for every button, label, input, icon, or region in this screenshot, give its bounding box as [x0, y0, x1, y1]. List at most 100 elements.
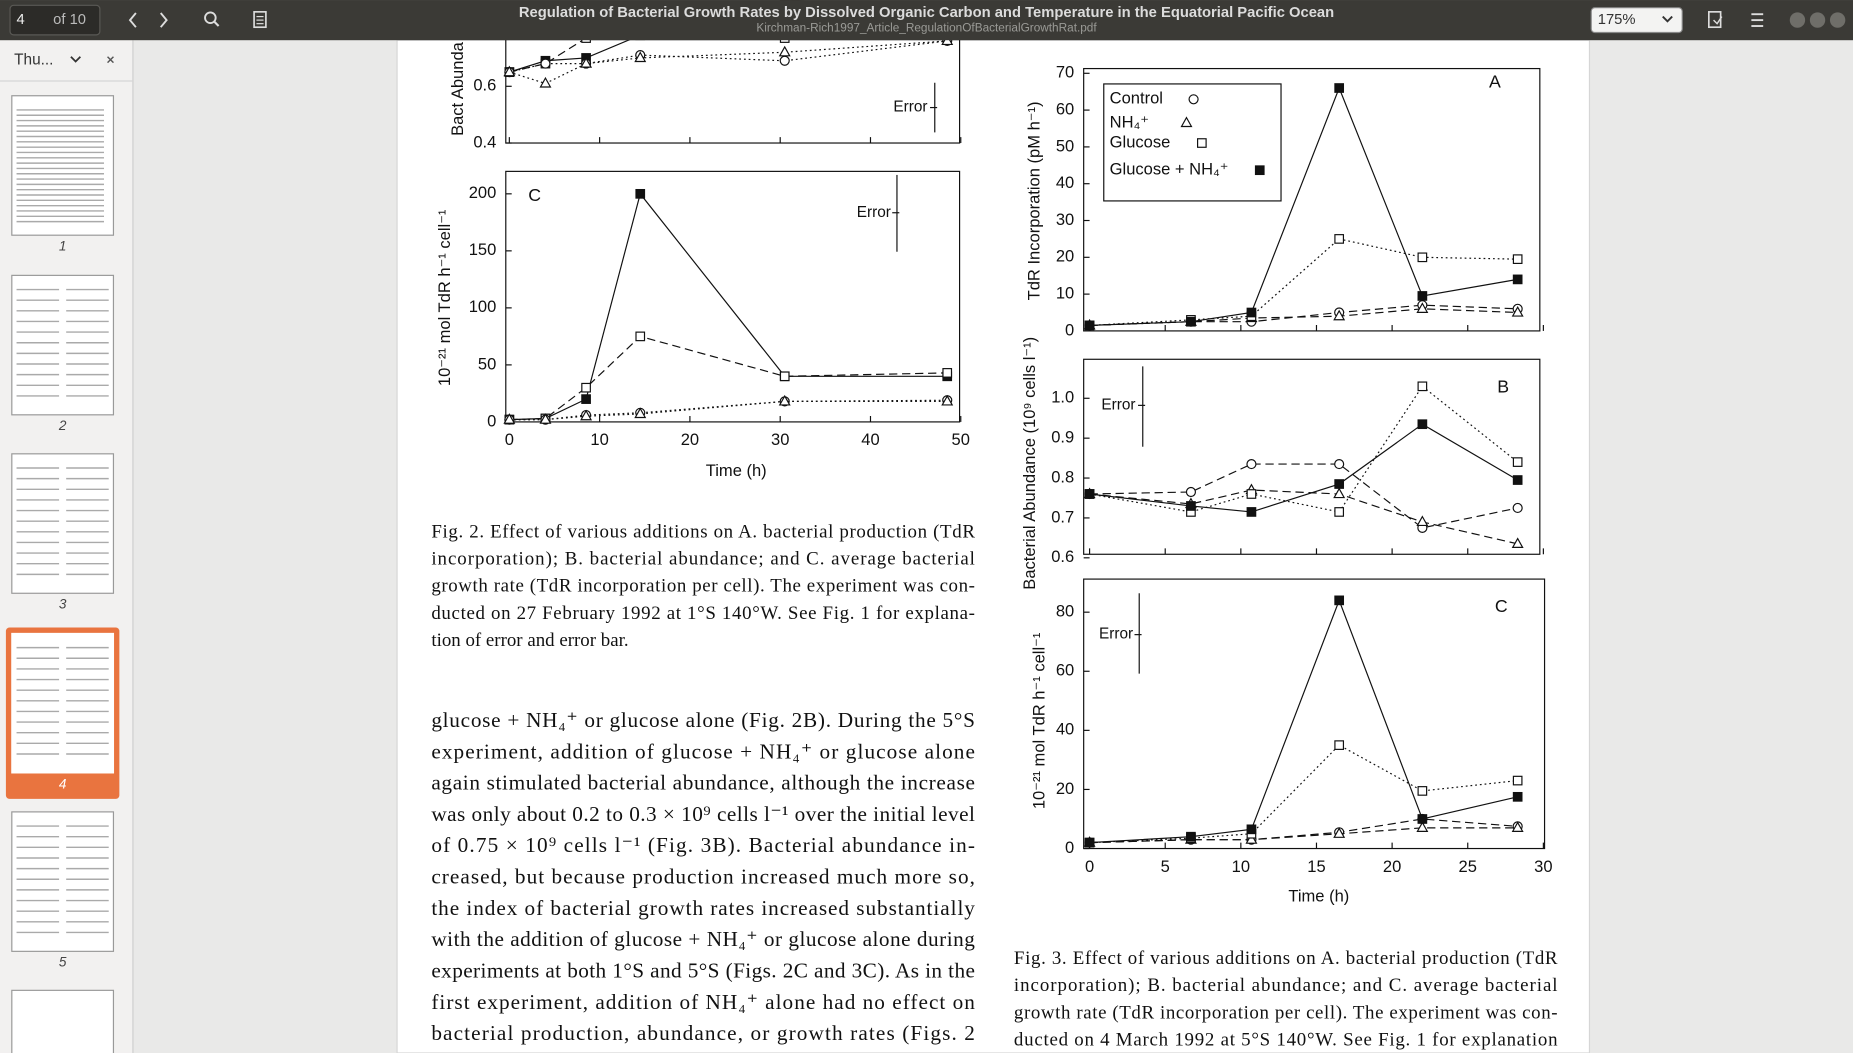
panel-label: C — [528, 185, 541, 205]
thumbnail[interactable] — [11, 989, 115, 1053]
y-tick-label: 80 — [1056, 602, 1074, 621]
series-line — [1089, 86, 1518, 326]
data-point — [635, 188, 646, 199]
series-line — [509, 335, 948, 421]
y-tick-label: 40 — [1056, 720, 1074, 739]
sidebar-mode-chevron[interactable] — [70, 56, 81, 63]
series-line — [1089, 423, 1518, 513]
data-point — [1334, 459, 1345, 470]
thumbnail[interactable] — [11, 95, 115, 236]
data-point — [1511, 821, 1524, 832]
series-line — [1089, 489, 1518, 545]
text-line: of 0.75 × 10⁹ cells l⁻¹ (Fig. 3B). Bacte… — [431, 833, 975, 857]
sidebar-mode[interactable]: Thu... — [14, 51, 53, 68]
data-point — [1334, 507, 1345, 517]
data-point — [1186, 501, 1196, 511]
data-point — [1416, 821, 1429, 832]
page-input-box[interactable] — [9, 4, 101, 36]
data-point — [1333, 487, 1346, 499]
zoom-chevron[interactable] — [1662, 15, 1673, 23]
data-point — [942, 368, 953, 378]
data-point — [1512, 254, 1523, 264]
previous-page-button[interactable] — [128, 12, 137, 28]
x-tick-label: 10 — [1232, 857, 1250, 876]
maximize-button[interactable] — [1809, 12, 1826, 28]
data-point — [1246, 307, 1257, 318]
close-button[interactable] — [1829, 12, 1846, 28]
chart-panel: 0 20 40 60 80 0 5 10 15 20 25 30 10⁻²¹ mol TdR h⁻¹ c… — [1029, 578, 1553, 876]
menu-button[interactable] — [1751, 13, 1764, 27]
thumbnail[interactable] — [11, 274, 115, 416]
x-tick-label: 25 — [1459, 857, 1477, 876]
x-tick-label: 10 — [590, 430, 608, 449]
next-page-button[interactable] — [159, 12, 168, 28]
y-axis-label: Bacterial Abundance (10⁹ cells l⁻¹) — [1020, 337, 1039, 590]
x-tick-label: 15 — [1307, 857, 1325, 876]
thumbnail-label: 5 — [59, 955, 67, 970]
thumbnail[interactable] — [11, 811, 115, 952]
text-line: ducted on 4 March 1992 at 5°S 140°W. See… — [1014, 1030, 1558, 1051]
y-tick-label: 10 — [1056, 283, 1074, 302]
thumbnail[interactable] — [11, 453, 115, 594]
page-input[interactable]: 4 — [17, 12, 25, 28]
x-tick-label: 50 — [952, 430, 970, 449]
data-point — [1512, 475, 1523, 485]
y-tick-label: 40 — [1056, 173, 1074, 192]
zoom-value[interactable]: 175% — [1598, 12, 1636, 28]
toolbar-bg — [0, 0, 1853, 41]
annotations-button[interactable] — [253, 11, 267, 29]
zoom-box[interactable] — [1590, 7, 1683, 34]
thumbnail[interactable] — [11, 632, 115, 774]
error-label: Error — [1099, 626, 1133, 643]
y-axis-label: 10⁻²¹ mol TdR h⁻¹ cell⁻¹ — [435, 209, 454, 386]
y-tick-label: 0 — [1065, 320, 1074, 339]
panel-label: C — [1495, 596, 1508, 616]
series-line — [1089, 744, 1518, 844]
data-point — [1512, 502, 1523, 514]
legend-label: Glucose + NH₄⁺ — [1110, 160, 1229, 179]
data-point — [779, 55, 790, 66]
thumbnail-label: 3 — [59, 597, 67, 612]
text-line: the index of bacterial growth rates incr… — [431, 896, 975, 920]
chart-panel: 0.4 0.6 Bact Abunda Error — [448, 0, 962, 151]
x-tick-label: 20 — [1383, 857, 1401, 876]
legend-label: Control — [1110, 89, 1163, 108]
data-point — [941, 394, 954, 406]
y-tick-label: 60 — [1056, 99, 1074, 118]
panel-label: B — [1497, 376, 1509, 396]
data-point — [1334, 83, 1345, 93]
document-title: Regulation of Bacterial Growth Rates by … — [519, 5, 1334, 21]
text-line: growth rate (TdR incorporation per cell)… — [431, 576, 975, 597]
save-button[interactable] — [1707, 11, 1723, 29]
y-axis-label: TdR Incorporation (pM h⁻¹) — [1025, 101, 1044, 300]
x-axis-label: Time (h) — [1288, 886, 1349, 905]
error-label: Error — [857, 204, 891, 221]
data-point — [634, 407, 647, 419]
y-tick-label: 0.8 — [1051, 467, 1074, 486]
text-line: Fig. 2. Effect of various additions on A… — [431, 521, 975, 542]
figure: 0.4 0.6 Bact Abunda Error 0 50 100 150 200 0 10 20 3… — [435, 0, 970, 480]
data-point — [1417, 419, 1428, 430]
series-line — [509, 400, 948, 421]
minimize-button[interactable] — [1789, 12, 1806, 28]
data-point — [1417, 814, 1428, 824]
legend-marker — [1180, 116, 1193, 128]
text-line: creased, but because production increase… — [431, 865, 975, 889]
document-filename: Kirchman-Rich1997_Article_RegulationOfBa… — [756, 21, 1097, 35]
data-point — [1334, 479, 1345, 489]
y-tick-label: 30 — [1056, 210, 1074, 229]
data-point — [1186, 316, 1196, 327]
data-point — [1511, 305, 1524, 317]
data-point — [540, 58, 551, 69]
data-point — [539, 413, 552, 424]
page-count: of 10 — [53, 12, 86, 28]
search-button[interactable] — [204, 11, 220, 27]
error-label: Error — [1101, 396, 1135, 413]
data-point — [1186, 831, 1196, 842]
text-line: incorporation); B. bacterial abundance; … — [431, 549, 975, 570]
text-line: glucose + NH₄⁺ or glucose alone (Fig. 2B… — [431, 708, 975, 732]
sidebar-close[interactable] — [107, 56, 114, 64]
data-point — [1512, 775, 1523, 786]
data-point — [1416, 302, 1429, 313]
